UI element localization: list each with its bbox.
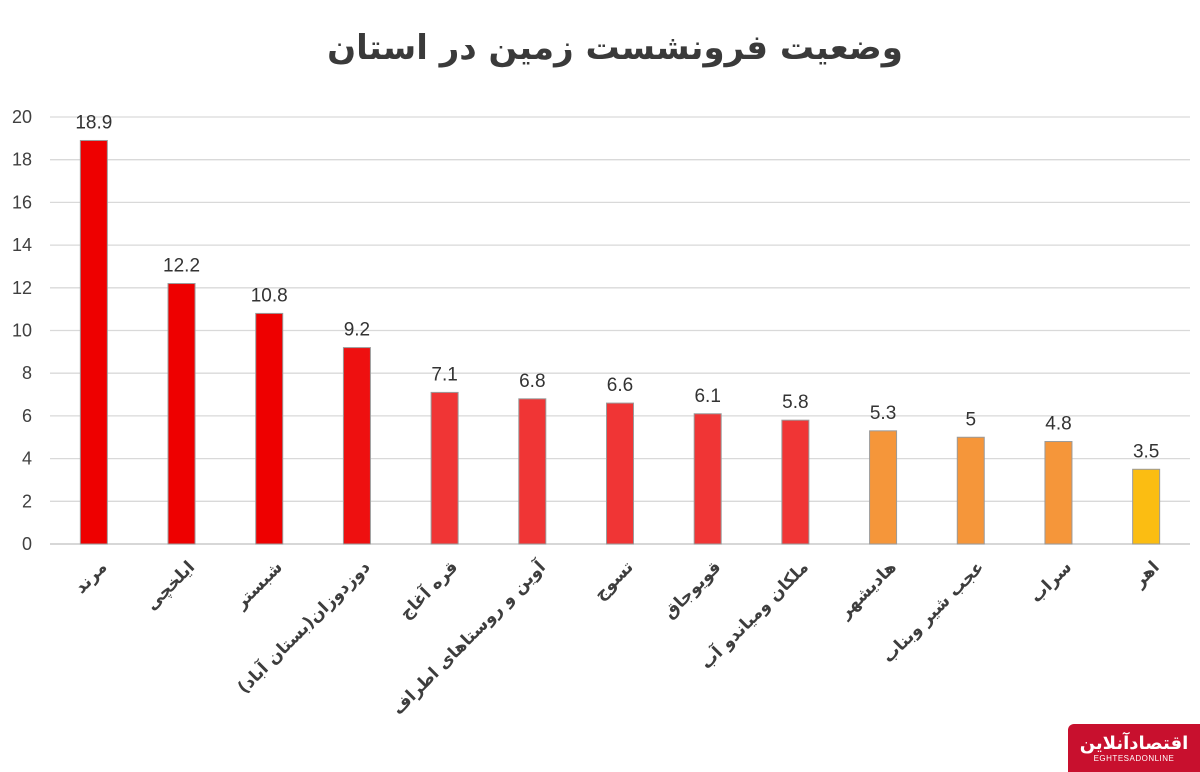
y-tick-label: 4 (22, 449, 32, 469)
x-tick-label: آوین و روستاهای اطراف (387, 555, 551, 719)
y-tick-label: 20 (12, 107, 32, 127)
data-labels: 18.9 12.2 10.8 9.2 7.1 6.8 6.6 6.1 5.8 5.3 5 4.8 3.5 (75, 112, 1159, 462)
data-label: 5.3 (870, 403, 896, 424)
bar (606, 402, 634, 545)
x-tick-label: شبستر (231, 557, 287, 613)
data-label: 6.6 (607, 375, 633, 396)
data-label: 10.8 (251, 285, 288, 306)
data-label: 6.8 (519, 371, 545, 392)
bars (79, 139, 1161, 545)
bar (255, 312, 284, 545)
bar (1132, 468, 1161, 545)
data-label: 18.9 (75, 112, 112, 133)
y-tick-label: 2 (22, 491, 32, 511)
x-tick-label: مرند (71, 557, 112, 598)
bar (869, 430, 898, 545)
chart-title: وضعیت فرونشست زمین در استان (327, 28, 903, 68)
bar (781, 419, 810, 545)
data-label: 7.1 (431, 364, 457, 385)
y-tick-label: 6 (22, 406, 32, 426)
brand-logo-subtitle: EGHTESADONLINE (1093, 753, 1175, 763)
x-tick-label: قویوجاق (660, 557, 726, 623)
x-tick-label: هادیشهر (835, 557, 901, 623)
bar (518, 398, 547, 545)
brand-logo-name: اقتصادآنلاین (1079, 732, 1189, 754)
y-tick-label: 16 (12, 192, 32, 212)
x-tick-label: تسوج (590, 557, 637, 604)
bar (79, 139, 108, 545)
x-tick-label: ایلخچی (142, 557, 199, 614)
bar (342, 347, 371, 545)
bar (167, 283, 196, 545)
x-tick-label: اهر (1129, 557, 1164, 592)
data-label: 5 (965, 409, 976, 430)
bar (956, 436, 985, 545)
y-tick-label: 14 (12, 235, 32, 255)
y-tick-label: 8 (22, 363, 32, 383)
data-label: 4.8 (1045, 414, 1071, 435)
x-tick-label: سراب (1026, 557, 1076, 607)
data-label: 12.2 (163, 256, 200, 277)
data-label: 5.8 (782, 392, 808, 413)
data-label: 3.5 (1133, 441, 1159, 462)
data-label: 6.1 (694, 386, 720, 407)
y-tick-label: 18 (12, 150, 32, 170)
y-tick-label: 12 (12, 278, 32, 298)
y-axis-ticks: 0 2 4 6 8 10 12 14 16 18 20 (12, 107, 32, 554)
bar (1044, 441, 1073, 545)
bar (430, 391, 459, 545)
y-tick-label: 0 (22, 534, 32, 554)
data-label: 9.2 (344, 320, 370, 341)
bar (693, 413, 722, 545)
x-tick-label: قره آغاج (394, 556, 462, 624)
y-tick-label: 10 (12, 321, 32, 341)
brand-logo: اقتصادآنلاین EGHTESADONLINE (1068, 724, 1200, 772)
